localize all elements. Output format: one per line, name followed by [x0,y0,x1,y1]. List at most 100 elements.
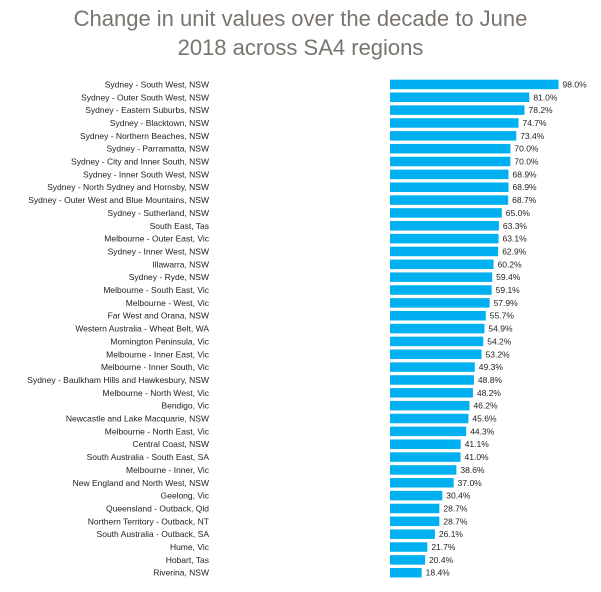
bar [390,388,473,398]
category-label: Sydney - Inner West, NSW [108,246,209,256]
bar [390,131,517,141]
bar [390,221,499,231]
value-label: 68.7% [512,195,537,205]
category-label: Sydney - Northern Beaches, NSW [80,131,209,141]
value-label: 73.4% [520,131,545,141]
value-label: 63.1% [503,234,528,244]
category-label: South Australia - South East, SA [87,452,210,462]
value-label: 46.2% [473,401,498,411]
category-label: Melbourne - South East, Vic [103,285,209,295]
value-label: 59.1% [496,285,521,295]
value-label: 81.0% [533,92,558,102]
value-label: 59.4% [496,272,521,282]
category-label: Sydney - Baulkham Hills and Hawkesbury, … [27,375,209,385]
bar [390,413,469,424]
value-label: 70.0% [514,157,539,167]
value-label: 48.2% [477,388,502,398]
bar [390,336,484,347]
category-label: Sydney - Inner South West, NSW [83,169,209,179]
bar [390,490,443,501]
bar [390,79,559,90]
category-label: Sydney - Blacktown, NSW [110,118,209,128]
bar [390,156,511,167]
bar [390,426,467,437]
value-label: 28.7% [443,503,468,513]
chart-title-line-1: Change in unit values over the decade to… [73,6,528,31]
bar [390,246,499,257]
category-label: Western Australia - Wheat Belt, WA [75,324,209,334]
category-label: Hume, Vic [170,542,210,552]
bar [390,439,461,449]
value-label: 70.0% [514,144,539,154]
category-label: Melbourne - West, Vic [126,298,210,308]
bar [390,516,440,527]
bar [390,567,422,578]
value-label: 55.7% [490,311,515,321]
value-label: 38.6% [460,465,485,475]
category-label: Hobart, Tas [166,555,209,565]
bar [390,285,492,295]
bar [390,323,485,334]
bar [390,272,493,282]
bar [390,298,490,308]
bar [390,400,470,411]
value-label: 18.4% [426,568,451,578]
bar [390,555,426,565]
value-label: 62.9% [502,246,527,256]
bar [390,503,440,514]
value-label: 30.4% [446,491,471,501]
category-label: Far West and Orana, NSW [108,311,209,321]
value-label: 98.0% [563,79,588,89]
category-label: Melbourne - Inner South, Vic [101,362,210,372]
category-label: Sydney - City and Inner South, NSW [71,157,209,167]
category-label: Sydney - North Sydney and Hornsby, NSW [47,182,209,192]
value-label: 54.2% [487,336,512,346]
value-label: 63.3% [503,221,528,231]
value-label: 26.1% [439,529,464,539]
category-label: South Australia - Outback, SA [97,529,210,539]
bar [390,182,509,192]
value-label: 68.9% [513,169,538,179]
category-label: Sydney - South West, NSW [105,79,209,89]
bar [390,478,454,488]
category-label: Newcastle and Lake Macquarie, NSW [66,414,209,424]
category-label: Illawarra, NSW [152,259,209,269]
value-label: 49.3% [479,362,504,372]
bar [390,208,502,218]
value-label: 54.9% [488,324,513,334]
value-label: 60.2% [498,259,523,269]
bar [390,105,525,115]
chart-title: Change in unit values over the decade to… [0,4,601,62]
bar [390,118,519,128]
value-label: 28.7% [443,516,468,526]
bar [390,362,475,372]
value-label: 37.0% [458,478,483,488]
bar [390,259,494,270]
value-label: 68.9% [513,182,538,192]
category-label: Geelong, Vic [160,491,209,501]
category-label: Sydney - Ryde, NSW [129,272,209,282]
value-label: 44.3% [470,426,495,436]
category-label: Melbourne - North East, Vic [105,426,210,436]
category-label: Central Coast, NSW [132,439,209,449]
category-label: Mornington Peninsula, Vic [110,336,209,346]
category-label: Riverina, NSW [153,568,209,578]
bar [390,195,509,205]
bar [390,143,511,154]
category-label: Sydney - Outer South West, NSW [81,92,209,102]
category-label: New England and North West, NSW [73,478,209,488]
bar [390,349,482,360]
chart-title-line-2: 2018 across SA4 regions [177,35,424,60]
category-label: Sydney - Outer West and Blue Mountains, … [28,195,209,205]
category-label: Sydney - Sutherland, NSW [107,208,209,218]
value-label: 20.4% [429,555,454,565]
category-label: Melbourne - North West, Vic [103,388,210,398]
bar [390,92,530,103]
bar [390,529,435,539]
category-label: Melbourne - Inner, Vic [126,465,210,475]
category-label: Bendigo, Vic [161,401,209,411]
bar [390,375,474,385]
bar [390,169,509,180]
